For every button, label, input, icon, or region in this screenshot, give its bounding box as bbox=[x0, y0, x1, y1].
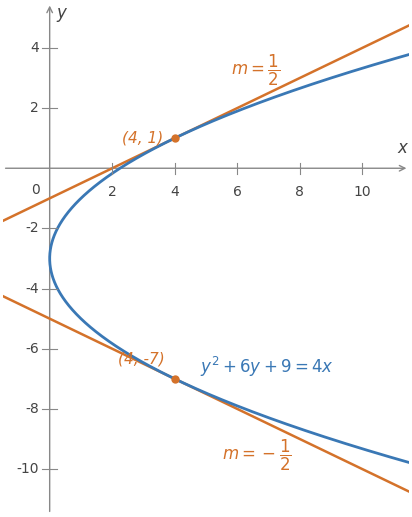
Text: $y^2 + 6y + 9 = 4x$: $y^2 + 6y + 9 = 4x$ bbox=[200, 355, 333, 379]
Text: -10: -10 bbox=[16, 462, 39, 476]
Text: 2: 2 bbox=[108, 185, 117, 199]
Text: y: y bbox=[56, 4, 66, 22]
Text: -4: -4 bbox=[25, 282, 39, 296]
Text: -2: -2 bbox=[25, 221, 39, 235]
Text: 2: 2 bbox=[30, 101, 39, 115]
Text: 4: 4 bbox=[170, 185, 179, 199]
Text: $m = -\dfrac{1}{2}$: $m = -\dfrac{1}{2}$ bbox=[222, 437, 291, 473]
Text: 6: 6 bbox=[233, 185, 242, 199]
Text: 10: 10 bbox=[353, 185, 371, 199]
Text: (4, -7): (4, -7) bbox=[119, 352, 165, 367]
Text: 8: 8 bbox=[295, 185, 304, 199]
Text: 0: 0 bbox=[32, 184, 40, 197]
Text: -8: -8 bbox=[25, 402, 39, 416]
Text: x: x bbox=[398, 139, 407, 157]
Text: (4, 1): (4, 1) bbox=[122, 131, 163, 146]
Text: -6: -6 bbox=[25, 342, 39, 356]
Text: 4: 4 bbox=[30, 41, 39, 55]
Text: $m = \dfrac{1}{2}$: $m = \dfrac{1}{2}$ bbox=[231, 53, 280, 88]
